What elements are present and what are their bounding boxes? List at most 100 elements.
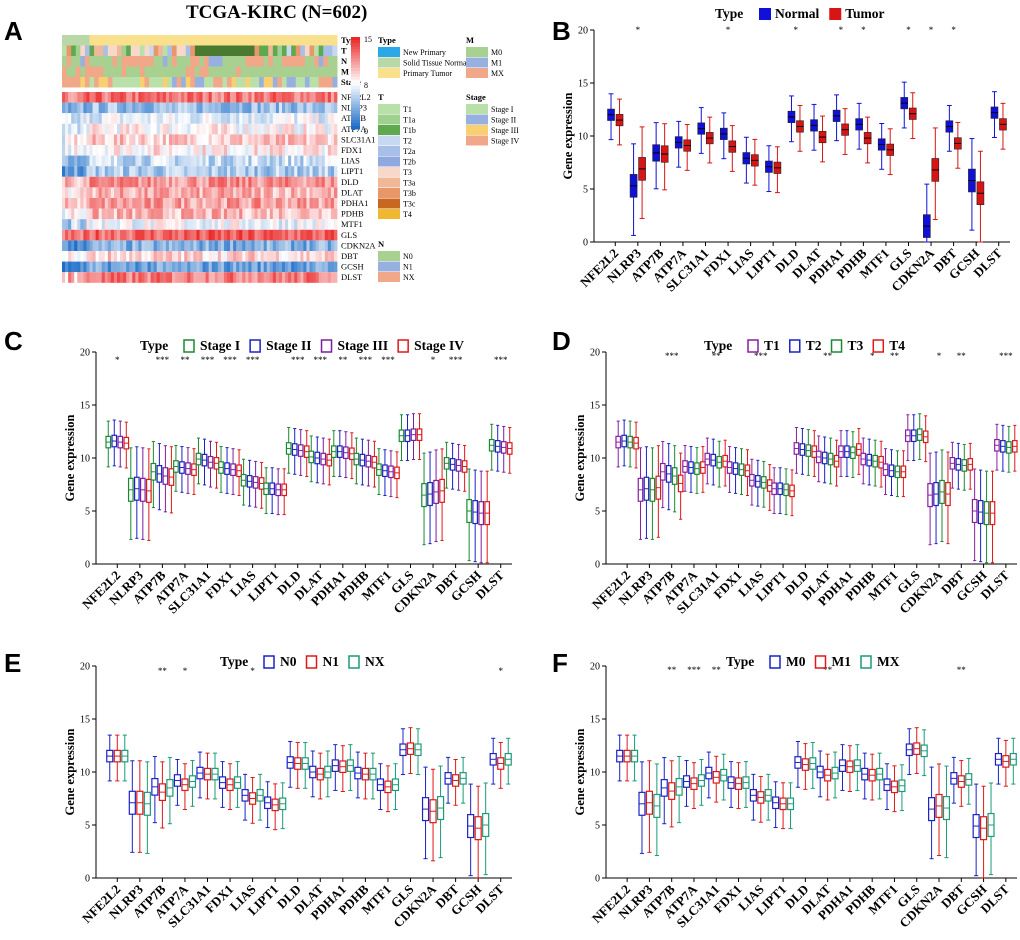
heatmap-cell [285, 261, 289, 273]
heatmap-cell [260, 123, 265, 135]
box-t4 [967, 442, 974, 490]
annotation-cell [259, 66, 265, 77]
heatmap-cell [242, 145, 246, 156]
heatmap-cell [101, 134, 106, 145]
annotation-cell [227, 56, 233, 67]
heatmap-cell [309, 155, 313, 167]
legend-swatch [466, 68, 488, 78]
annotation-cell [268, 56, 274, 67]
legend-title: Type [140, 338, 168, 353]
box-n0 [444, 756, 452, 804]
box-n1 [384, 765, 392, 813]
heatmap-cell [110, 166, 115, 177]
heatmap-cell [245, 219, 249, 230]
heatmap-cell [297, 261, 301, 273]
annotation-cell [231, 56, 237, 67]
heatmap-cell [272, 92, 277, 103]
heatmap-cell [254, 176, 258, 188]
heatmap-cell [193, 208, 197, 220]
significance-mark: * [636, 25, 641, 35]
heatmap-cell [269, 229, 274, 241]
heatmap-cell [266, 240, 271, 251]
box-stage-i [421, 452, 427, 546]
annotation-cell [245, 66, 251, 77]
legend-item-label: Solid Tissue Normal [403, 59, 470, 68]
heatmap-cell [282, 261, 286, 273]
heatmap-cell [135, 187, 139, 198]
heatmap-cell [113, 187, 118, 198]
annotation-cell [153, 56, 159, 67]
heatmap-cell [71, 134, 75, 145]
heatmap-cell [217, 176, 222, 188]
box-mx [697, 758, 705, 806]
category-pdhb: PDHB*** [335, 355, 378, 604]
heatmap-cell [278, 251, 283, 262]
significance-mark: ** [957, 665, 967, 675]
annotation-cell [98, 45, 104, 56]
heatmap-cell [98, 187, 103, 198]
heatmap-row-atp7a [62, 123, 338, 135]
box-nx [121, 734, 129, 782]
heatmap-cell [89, 176, 93, 188]
heatmap-cell [294, 208, 298, 220]
annotation-cell [304, 35, 310, 46]
legend-group-title: N [378, 239, 385, 249]
box-t4 [900, 450, 907, 498]
heatmap-cell [291, 272, 295, 283]
heatmap-cell [288, 166, 292, 177]
heatmap-cell [156, 261, 161, 273]
heatmap-cell [330, 134, 335, 145]
box-stage-iv [326, 438, 333, 486]
annotation-cell [185, 77, 191, 88]
annotation-cell [181, 56, 187, 67]
heatmap-cell [74, 251, 78, 262]
legend-swatch [320, 339, 333, 353]
heatmap-cell [71, 240, 75, 251]
annotation-cell [213, 56, 219, 67]
annotation-cell [112, 66, 118, 77]
heatmap-cell [199, 92, 203, 103]
box-stage-iii [478, 470, 485, 564]
box-t1 [793, 426, 800, 474]
heatmap-cell [199, 198, 203, 209]
heatmap-cell [150, 123, 155, 135]
heatmap-cell [227, 123, 231, 135]
heatmap-cell [162, 166, 167, 177]
heatmap-cell [211, 92, 216, 103]
box-stage-iii [297, 429, 304, 476]
heatmap-cell [110, 251, 115, 262]
box-t2 [844, 430, 850, 477]
heatmap-cell [260, 92, 265, 103]
annotation-cell [199, 77, 205, 88]
heatmap-cell [147, 113, 152, 124]
heatmap-cell [269, 176, 274, 188]
heatmap-cell [98, 166, 103, 177]
heatmap-cell [153, 102, 158, 114]
heatmap-cell [208, 145, 213, 156]
heatmap-cell [71, 208, 75, 220]
heatmap-cell [175, 272, 179, 283]
heatmap-cell [162, 198, 167, 209]
annotation-cell [162, 45, 168, 56]
gene-label: DLD [341, 177, 358, 187]
heatmap-cell [291, 187, 295, 198]
annotation-cell [323, 45, 329, 56]
heatmap-cell [205, 198, 210, 209]
heatmap-cell [211, 187, 216, 198]
heatmap-cell [230, 113, 234, 124]
heatmap-cell [80, 123, 84, 135]
heatmap-cell [333, 176, 338, 188]
heatmap-cell [220, 229, 225, 241]
heatmap-cell [135, 102, 139, 114]
heatmap-cell [86, 219, 90, 230]
annotation-cell [66, 66, 72, 77]
heatmap-cell [147, 272, 152, 283]
annotation-cell [254, 45, 260, 56]
heatmap-cell [172, 187, 176, 198]
box-stage-iv [506, 426, 513, 474]
heatmap-cell [135, 123, 139, 135]
heatmap-cell [98, 251, 103, 262]
heatmap-cell [110, 272, 115, 283]
heatmap-cell [92, 251, 97, 262]
heatmap-cell [263, 145, 268, 156]
